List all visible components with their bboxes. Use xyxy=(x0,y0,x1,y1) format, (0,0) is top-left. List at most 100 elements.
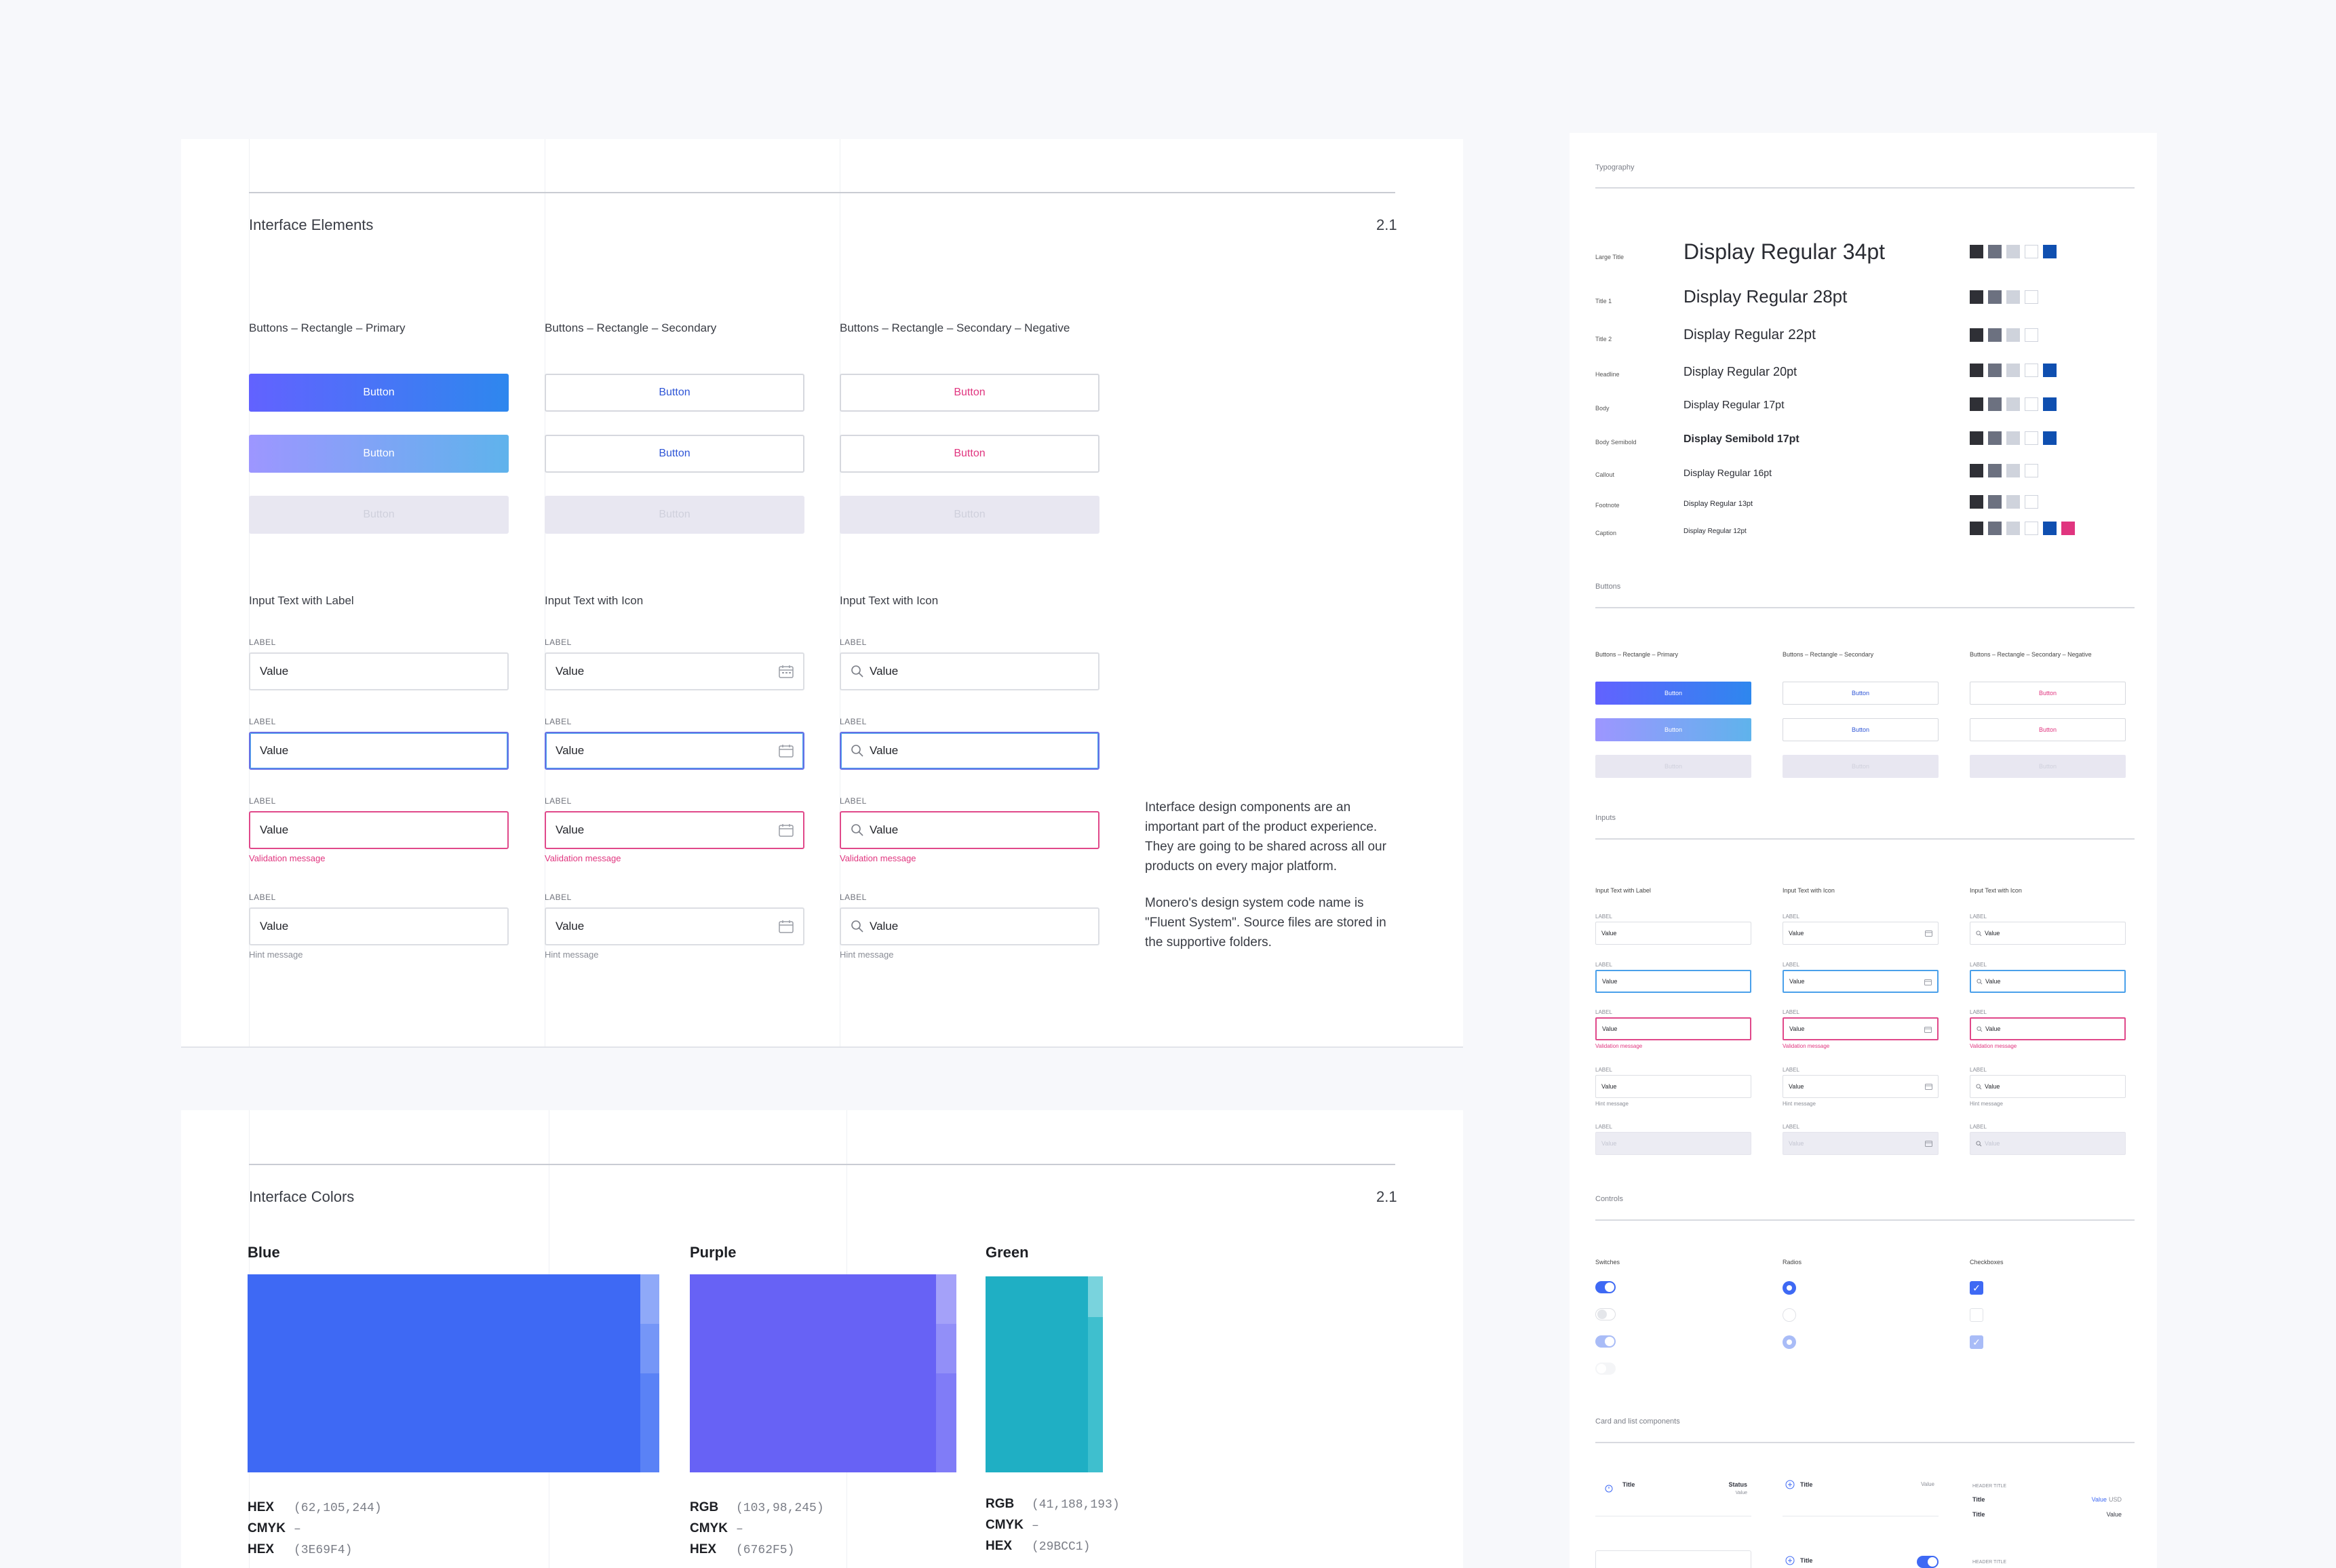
calendar-icon[interactable] xyxy=(1925,1083,1932,1091)
color-chip xyxy=(1988,495,2002,509)
cards-section-title: Card and list components xyxy=(1595,1417,1680,1426)
date-field[interactable]: Value xyxy=(545,652,804,690)
calendar-icon[interactable] xyxy=(779,744,794,761)
validation-message: Validation message xyxy=(1783,1043,1830,1049)
text-field[interactable]: Value xyxy=(1595,1075,1751,1098)
search-field[interactable]: Value xyxy=(1970,1075,2126,1098)
color-chip xyxy=(2025,397,2038,411)
card-status: Status xyxy=(1728,1481,1747,1488)
input-search-title: Input Text with Icon xyxy=(840,594,939,607)
color-chip xyxy=(2025,495,2038,509)
search-field-error[interactable]: Value xyxy=(840,811,1099,849)
radios-title: Radios xyxy=(1783,1259,1802,1266)
secondary-button-hover[interactable]: Button xyxy=(1783,718,1939,741)
list-card[interactable]: Title Status Value xyxy=(1595,1476,1751,1516)
section-rule xyxy=(1595,1219,2135,1221)
date-field[interactable]: Value xyxy=(1783,1017,1939,1040)
field-value: Value xyxy=(1601,1083,1617,1090)
search-field[interactable]: Value xyxy=(1970,1017,2126,1040)
radio-selected-disabled xyxy=(1783,1335,1796,1349)
card-value: Value xyxy=(2106,1511,2122,1518)
calendar-icon[interactable] xyxy=(779,665,794,682)
search-field[interactable]: Value xyxy=(1970,970,2126,993)
section-title: Interface Elements xyxy=(249,216,374,233)
primary-button-hover[interactable]: Button xyxy=(249,435,509,473)
list-card[interactable] xyxy=(1595,1550,1751,1568)
swatch-tint xyxy=(936,1274,956,1324)
text-field[interactable]: Value xyxy=(1595,922,1751,945)
color-chip xyxy=(2006,328,2020,342)
swatch-name-purple: Purple xyxy=(690,1244,737,1261)
calendar-icon[interactable] xyxy=(779,920,794,937)
text-field[interactable]: Value xyxy=(1595,1017,1751,1040)
primary-button[interactable]: Button xyxy=(249,374,509,412)
secondary-button-hover[interactable]: Button xyxy=(545,435,804,473)
field-label: LABEL xyxy=(1595,1067,1612,1073)
field-label: LABEL xyxy=(545,893,572,902)
checkbox-checked[interactable]: ✓ xyxy=(1970,1281,1983,1295)
clock-icon xyxy=(1605,1484,1613,1496)
search-field[interactable]: Value xyxy=(1970,922,2126,945)
switch-on[interactable] xyxy=(1917,1556,1939,1568)
field-value: Value xyxy=(1601,930,1617,937)
date-field[interactable]: Value xyxy=(1783,970,1939,993)
search-field-hint[interactable]: Value xyxy=(840,907,1099,945)
field-value: Value xyxy=(556,665,585,678)
text-field-hint[interactable]: Value xyxy=(249,907,509,945)
color-chip xyxy=(2043,364,2057,377)
search-icon xyxy=(1976,1083,1982,1090)
typo-style-label: Title 1 xyxy=(1595,298,1612,305)
color-spec-row: RGB (41,188,193) xyxy=(986,1497,1120,1512)
negative-button[interactable]: Button xyxy=(1970,682,2126,705)
secondary-button[interactable]: Button xyxy=(545,374,804,412)
switch-on[interactable] xyxy=(1595,1281,1616,1293)
switch-off[interactable] xyxy=(1595,1308,1616,1320)
field-value: Value xyxy=(870,823,899,836)
validation-message: Validation message xyxy=(1970,1043,2017,1049)
date-field-error[interactable]: Value xyxy=(545,811,804,849)
field-value: Value xyxy=(870,744,899,757)
color-chip xyxy=(2006,522,2020,535)
calendar-icon[interactable] xyxy=(1924,979,1932,987)
negative-button[interactable]: Button xyxy=(840,374,1099,412)
radio-unselected[interactable] xyxy=(1783,1308,1796,1322)
buttons-negative-title: Buttons – Rectangle – Secondary – Negati… xyxy=(840,321,1070,334)
list-card[interactable]: HEADER TITLE Title Value USD Title Value xyxy=(1970,1476,2126,1530)
color-chip xyxy=(1988,328,2002,342)
color-spec-row: HEX (29BCC1) xyxy=(986,1539,1091,1554)
field-value: Value xyxy=(1985,1083,2000,1090)
section-title: Interface Colors xyxy=(249,1188,355,1205)
primary-button[interactable]: Button xyxy=(1595,682,1751,705)
field-value: Value xyxy=(870,920,899,933)
typography-title: Typography xyxy=(1595,163,1635,172)
calendar-icon[interactable] xyxy=(1925,930,1932,938)
date-field-focused[interactable]: Value xyxy=(545,732,804,770)
field-value: Value xyxy=(260,744,289,757)
color-chip xyxy=(1988,397,2002,411)
text-field-focused[interactable]: Value xyxy=(249,732,509,770)
negative-button-hover[interactable]: Button xyxy=(1970,718,2126,741)
checkbox-unchecked[interactable] xyxy=(1970,1308,1983,1322)
color-chip xyxy=(1970,290,1983,304)
date-field[interactable]: Value xyxy=(1783,1075,1939,1098)
negative-button-hover[interactable]: Button xyxy=(840,435,1099,473)
buttons-section-title: Buttons xyxy=(1595,583,1621,591)
text-field[interactable]: Value xyxy=(249,652,509,690)
radio-selected[interactable] xyxy=(1783,1281,1796,1295)
section-rule xyxy=(1595,838,2135,840)
list-card[interactable]: Title Value xyxy=(1783,1476,1939,1516)
field-label: LABEL xyxy=(249,796,276,806)
text-field-error[interactable]: Value xyxy=(249,811,509,849)
text-field[interactable]: Value xyxy=(1595,970,1751,993)
secondary-button[interactable]: Button xyxy=(1783,682,1939,705)
calendar-icon[interactable] xyxy=(1925,1140,1932,1148)
swatch-tint xyxy=(1088,1276,1103,1317)
primary-button-hover[interactable]: Button xyxy=(1595,718,1751,741)
calendar-icon[interactable] xyxy=(779,823,794,840)
date-field[interactable]: Value xyxy=(1783,922,1939,945)
search-field[interactable]: Value xyxy=(840,652,1099,690)
search-field-focused[interactable]: Value xyxy=(840,732,1099,770)
calendar-icon[interactable] xyxy=(1924,1026,1932,1034)
swatch-tint xyxy=(936,1324,956,1373)
date-field-hint[interactable]: Value xyxy=(545,907,804,945)
